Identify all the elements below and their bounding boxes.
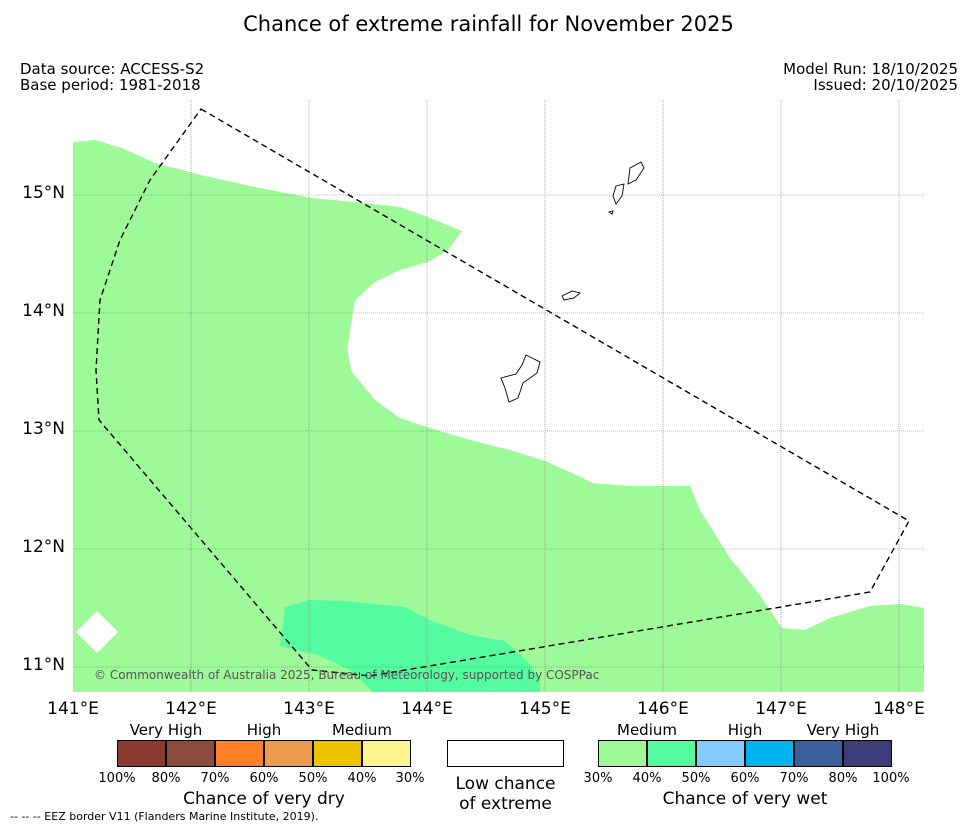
lat-label-14n: 14°N: [22, 301, 65, 321]
wet-swatch-60-70: [745, 740, 794, 767]
dry-pct-60: 60%: [249, 771, 279, 786]
dry-swatch-80-100: [117, 740, 166, 767]
guam-island: [500, 354, 541, 403]
high-wet-region: [280, 600, 540, 692]
wet-pct-100: 100%: [872, 771, 910, 786]
islands: [500, 161, 645, 403]
wet-heading-medium: Medium: [617, 721, 677, 739]
lat-label-11n: 11°N: [22, 655, 65, 675]
wet-swatch-80-100: [843, 740, 892, 767]
lon-label-141e: 141°E: [47, 699, 99, 719]
wet-pct-30: 30%: [583, 771, 613, 786]
lon-label-147e: 147°E: [755, 699, 807, 719]
wet-heading-very-high: Very High: [806, 721, 880, 739]
wet-pct-70: 70%: [779, 771, 809, 786]
base-period-text: Base period: 1981-2018: [20, 76, 201, 94]
wet-heading-high: High: [727, 721, 763, 739]
wet-pct-50: 50%: [681, 771, 711, 786]
dry-swatch-30-40: [362, 740, 411, 767]
dry-swatch-70-80: [166, 740, 215, 767]
wet-swatch-30-40: [598, 740, 647, 767]
wet-pct-40: 40%: [632, 771, 662, 786]
wet-swatch-40-50: [647, 740, 696, 767]
dry-swatch-50-60: [264, 740, 313, 767]
lat-label-12n: 12°N: [22, 537, 65, 557]
lon-label-143e: 143°E: [283, 699, 335, 719]
dry-swatch-60-70: [215, 740, 264, 767]
lon-label-144e: 144°E: [401, 699, 453, 719]
medium-wet-region: [73, 140, 924, 692]
dry-pct-40: 40%: [347, 771, 377, 786]
lon-label-146e: 146°E: [637, 699, 689, 719]
lon-label-145e: 145°E: [519, 699, 571, 719]
aguijan-island: [607, 210, 614, 215]
dry-scale-title: Chance of very dry: [183, 789, 345, 809]
dry-pct-50: 50%: [298, 771, 328, 786]
map-title: Chance of extreme rainfall for November …: [243, 12, 734, 36]
lat-label-15n: 15°N: [22, 183, 65, 203]
wet-pct-60: 60%: [730, 771, 760, 786]
low-chance-swatch: [447, 740, 564, 767]
dry-swatch-40-50: [313, 740, 362, 767]
eez-footnote: -- -- -- EEZ border V11 (Flanders Marine…: [10, 810, 319, 823]
graticule: [73, 100, 924, 692]
copyright-notice: © Commonwealth of Australia 2025, Bureau…: [94, 668, 600, 682]
dry-pct-30: 30%: [395, 771, 425, 786]
dry-heading-very-high: Very High: [129, 721, 203, 739]
wet-swatch-70-80: [794, 740, 843, 767]
rota-island: [561, 290, 581, 301]
dry-pct-100: 100%: [98, 771, 136, 786]
wet-scale-title: Chance of very wet: [662, 789, 828, 809]
tinian-island: [612, 183, 625, 205]
dry-heading-high: High: [246, 721, 282, 739]
model-run-text: Model Run: 18/10/2025: [783, 60, 958, 78]
low-chance-label: Low chance of extreme: [455, 774, 556, 814]
dry-pct-70: 70%: [200, 771, 230, 786]
dry-pct-80: 80%: [151, 771, 181, 786]
dry-heading-medium: Medium: [332, 721, 392, 739]
issued-text: Issued: 20/10/2025: [813, 76, 958, 94]
eez-border: [95, 108, 910, 677]
lon-label-148e: 148°E: [873, 699, 925, 719]
wet-swatch-50-60: [696, 740, 745, 767]
low-chance-diamond: [76, 611, 118, 653]
data-source-text: Data source: ACCESS-S2: [20, 60, 205, 78]
wet-pct-80: 80%: [828, 771, 858, 786]
saipan-island: [627, 161, 645, 185]
lat-label-13n: 13°N: [22, 419, 65, 439]
lon-label-142e: 142°E: [165, 699, 217, 719]
